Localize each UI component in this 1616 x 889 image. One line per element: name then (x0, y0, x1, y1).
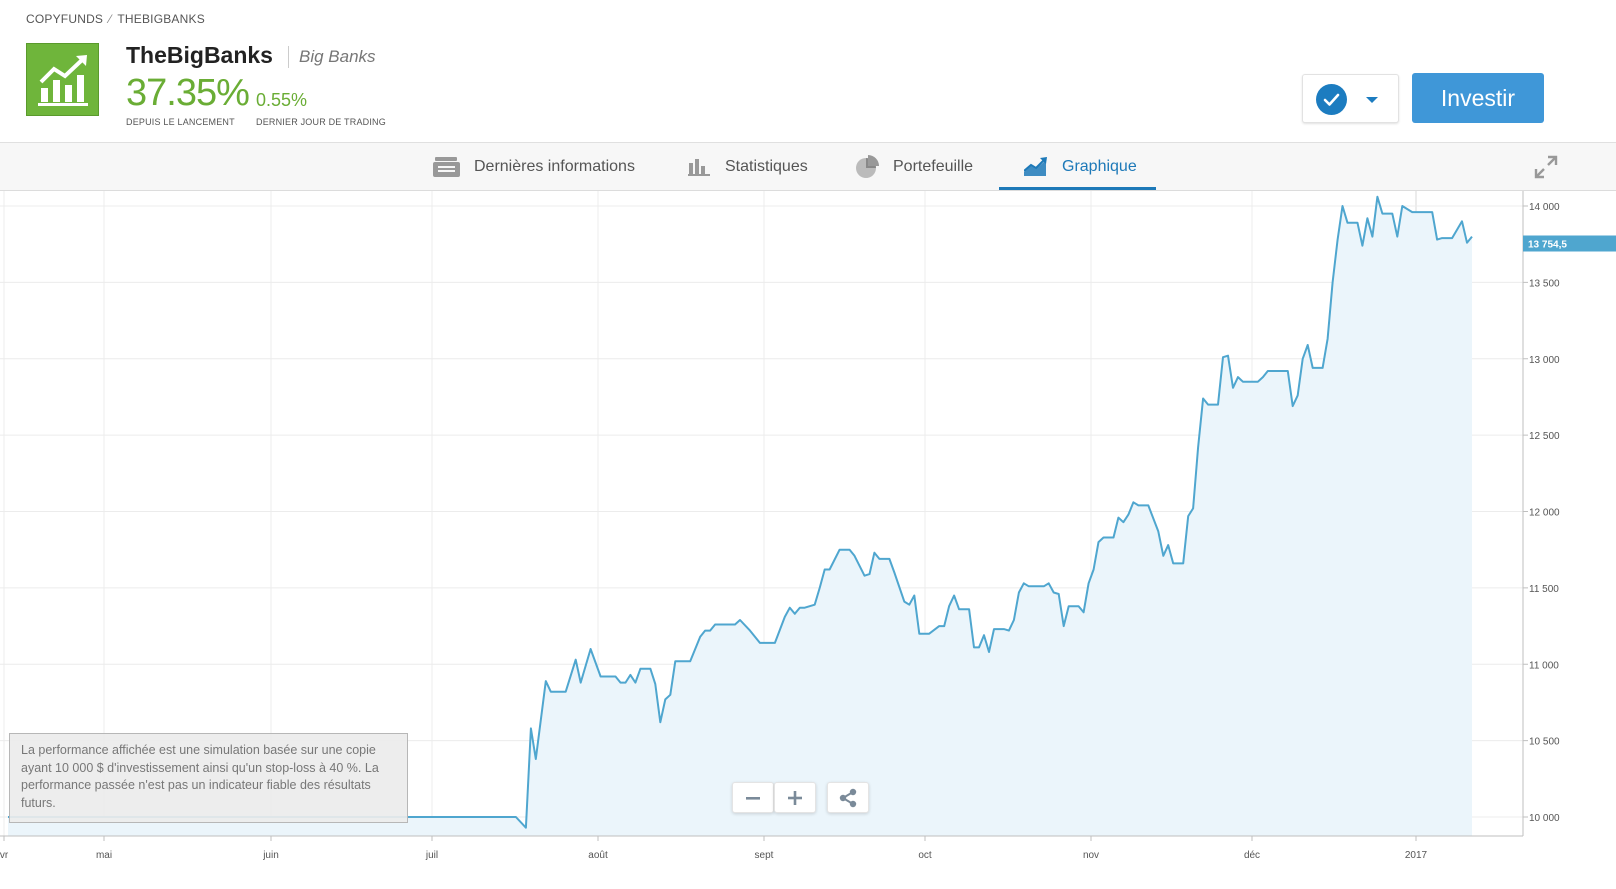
expand-icon[interactable] (1534, 155, 1558, 179)
y-tick-label: 11 500 (1529, 584, 1559, 595)
share-button[interactable] (827, 782, 869, 813)
current-value-badge (1523, 235, 1616, 252)
tab-label: Statistiques (725, 158, 808, 175)
breadcrumb-copyfunds-link[interactable]: COPYFUNDS (26, 12, 104, 26)
plus-icon (788, 790, 802, 805)
y-tick-label: 13 500 (1529, 278, 1560, 289)
bar-chart-icon (688, 159, 710, 176)
x-tick-label: oct (918, 850, 932, 861)
line-chart-icon (1024, 157, 1047, 176)
minus-icon (746, 796, 760, 800)
zoom-in-button[interactable] (774, 782, 816, 813)
series-line (8, 195, 1473, 829)
x-tick-label: août (588, 850, 608, 861)
chart-svg: 10 000 10 500 11 000 11 500 12 000 12 500 13 0… (0, 191, 1616, 861)
pie-chart-icon (856, 155, 879, 178)
share-icon (839, 788, 857, 807)
fund-logo (26, 43, 99, 116)
breadcrumb: COPYFUNDS ⁄ THEBIGBANKS (26, 12, 205, 26)
tab-latest-news[interactable]: Dernières informations (433, 143, 635, 191)
growth-chart-icon (38, 55, 88, 106)
x-tick-label: nov (1083, 850, 1099, 861)
y-tick-label: 14 000 (1529, 202, 1560, 213)
y-tick-label: 10 500 (1529, 737, 1560, 748)
zoom-out-button[interactable] (732, 782, 774, 813)
x-tick-label: sept (755, 850, 774, 861)
y-tick-label: 11 000 (1529, 660, 1559, 671)
invest-button[interactable]: Investir (1412, 73, 1544, 123)
y-tick-label: 10 000 (1529, 813, 1560, 824)
y-tick-label: 12 000 (1529, 508, 1560, 519)
gain-since-launch-label: DEPUIS LE LANCEMENT (126, 117, 235, 127)
tab-label: Dernières informations (474, 158, 635, 175)
fund-header: COPYFUNDS ⁄ THEBIGBANKS TheBigBanks Big Ba… (0, 0, 1616, 142)
disclaimer-box: La performance affichée est une simulati… (9, 733, 408, 823)
tab-graph[interactable]: Graphique (1024, 143, 1137, 191)
tab-bar: Dernières informations Statistiques Port… (0, 142, 1616, 191)
x-tick-label: juin (262, 850, 279, 861)
tab-label: Graphique (1062, 158, 1137, 175)
performance-chart[interactable]: 10 000 10 500 11 000 11 500 12 000 12 500 13 0… (0, 191, 1616, 889)
title-divider (288, 46, 289, 68)
x-tick-label: 2017 (1405, 850, 1428, 861)
watchlist-button[interactable] (1302, 74, 1399, 123)
current-value-label: 13 754,5 (1528, 240, 1567, 251)
breadcrumb-separator: ⁄ (109, 12, 112, 26)
fund-name: TheBigBanks (126, 42, 273, 68)
y-tick-label: 13 000 (1529, 355, 1560, 366)
series-area (8, 196, 1472, 837)
gain-last-day: 0.55% (256, 90, 308, 110)
gain-last-day-label: DERNIER JOUR DE TRADING (256, 117, 386, 127)
news-icon (433, 157, 460, 177)
x-tick-label: déc (1244, 850, 1260, 861)
active-tab-indicator (999, 187, 1156, 190)
check-icon (1316, 84, 1347, 115)
chevron-down-icon[interactable] (1366, 97, 1378, 103)
gain-since-launch: 37.35% (126, 72, 250, 114)
x-tick-label: juil (425, 850, 438, 861)
breadcrumb-current: THEBIGBANKS (117, 12, 205, 26)
tab-statistics[interactable]: Statistiques (688, 143, 808, 191)
tab-portfolio[interactable]: Portefeuille (855, 143, 973, 191)
x-tick-label: vr (0, 850, 9, 861)
x-tick-label: mai (96, 850, 112, 861)
tab-label: Portefeuille (893, 158, 974, 175)
y-tick-label: 12 500 (1529, 431, 1560, 442)
fund-subtitle: Big Banks (299, 47, 376, 66)
